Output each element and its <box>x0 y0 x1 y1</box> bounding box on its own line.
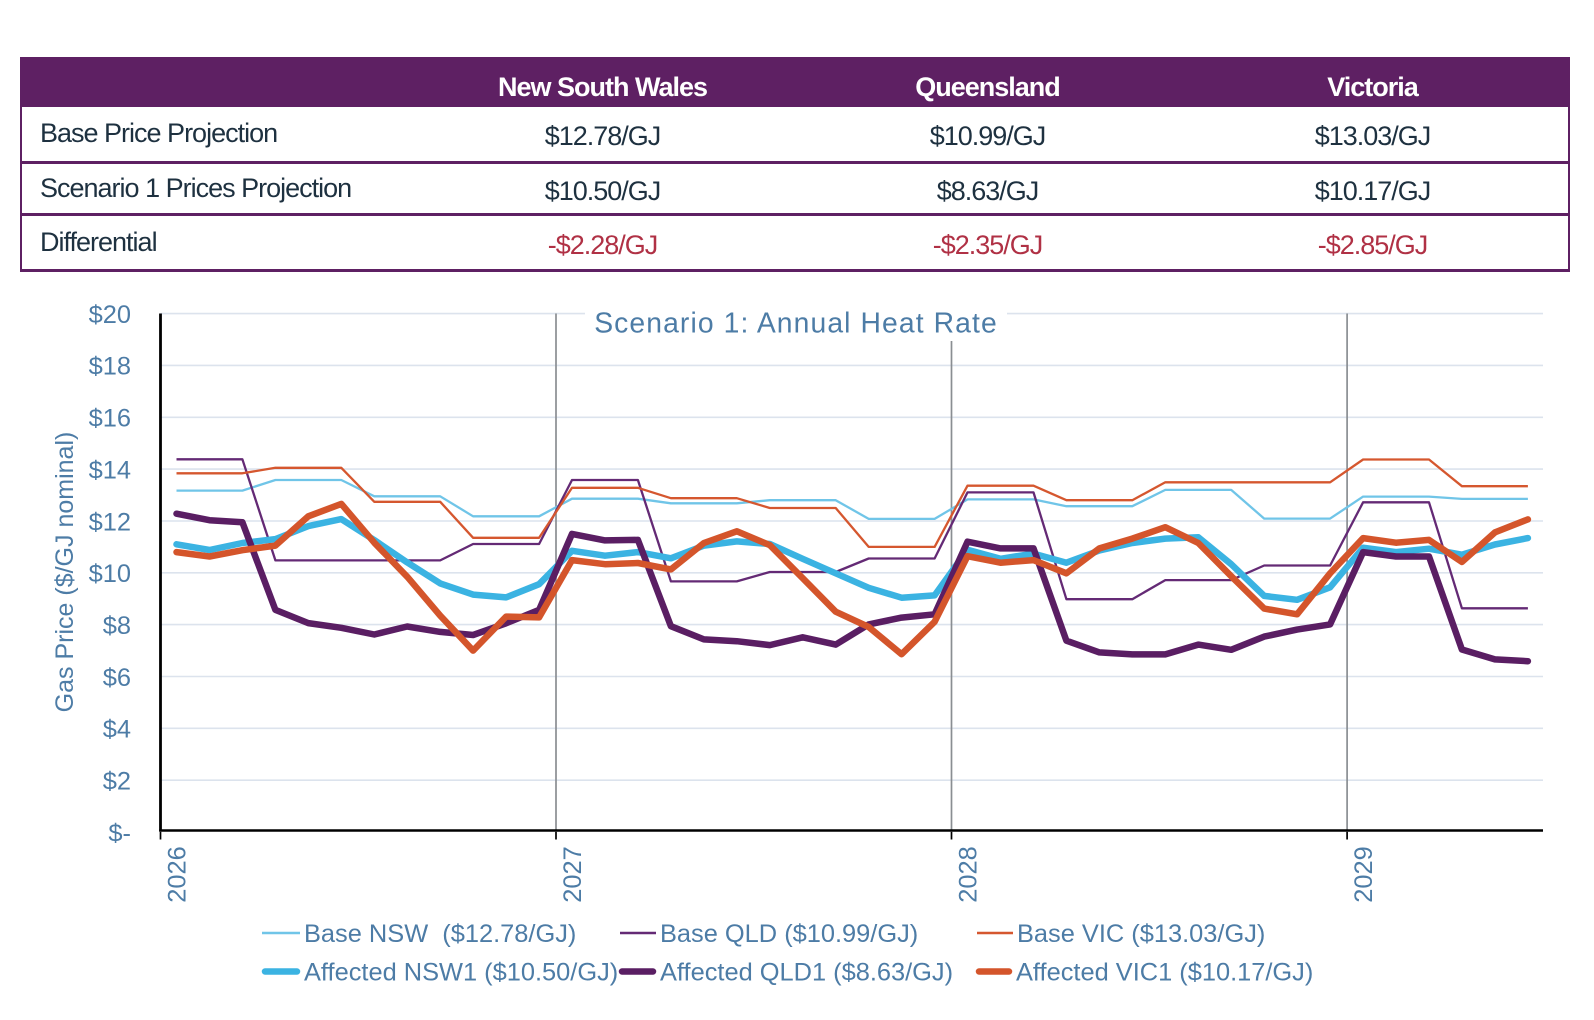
svg-text:Affected NSW1 ($10.50/GJ): Affected NSW1 ($10.50/GJ) <box>304 959 618 987</box>
svg-text:Base VIC ($13.03/GJ): Base VIC ($13.03/GJ) <box>1017 920 1265 948</box>
svg-text:2028: 2028 <box>955 846 983 902</box>
svg-text:Base QLD ($10.99/GJ): Base QLD ($10.99/GJ) <box>660 920 918 948</box>
svg-text:$20: $20 <box>89 301 131 329</box>
svg-text:$16: $16 <box>89 405 131 433</box>
svg-text:$-: $- <box>108 819 131 847</box>
svg-text:$8: $8 <box>103 612 131 640</box>
svg-text:Affected QLD1 ($8.63/GJ): Affected QLD1 ($8.63/GJ) <box>660 959 953 987</box>
svg-text:2027: 2027 <box>559 846 587 902</box>
svg-text:$18: $18 <box>89 353 131 381</box>
svg-text:$10: $10 <box>89 560 131 588</box>
svg-text:Affected VIC1 ($10.17/GJ): Affected VIC1 ($10.17/GJ) <box>1016 959 1313 987</box>
svg-text:Base NSW ($12.78/GJ): Base NSW ($12.78/GJ) <box>304 920 576 948</box>
svg-text:Scenario 1: Annual Heat Rate: Scenario 1: Annual Heat Rate <box>594 307 998 339</box>
svg-text:Gas Price ($/GJ nominal): Gas Price ($/GJ nominal) <box>51 432 79 713</box>
svg-text:$4: $4 <box>103 716 131 744</box>
svg-text:$2: $2 <box>103 768 131 796</box>
svg-text:$12: $12 <box>89 508 131 536</box>
svg-text:$14: $14 <box>89 456 131 484</box>
svg-text:2029: 2029 <box>1350 846 1378 902</box>
svg-text:2026: 2026 <box>164 846 192 902</box>
svg-text:$6: $6 <box>103 664 131 692</box>
